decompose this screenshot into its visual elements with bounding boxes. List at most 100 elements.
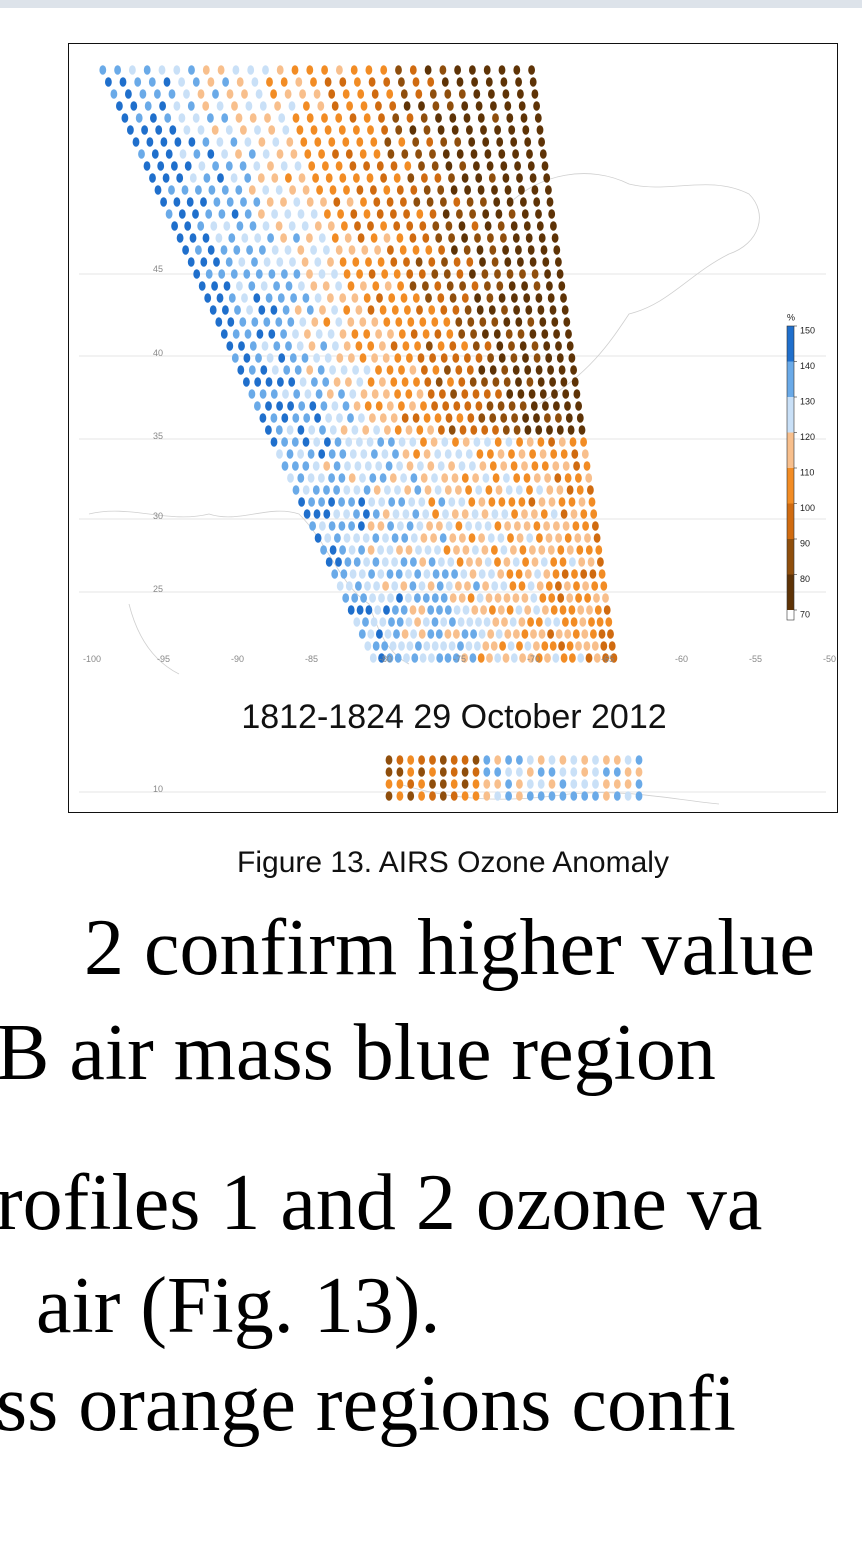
swath-dot xyxy=(585,653,593,663)
swath-dot xyxy=(603,791,610,801)
swath-dot xyxy=(414,617,421,627)
swath-dot xyxy=(502,89,510,99)
swath-dot xyxy=(524,425,532,435)
swath-dot xyxy=(396,461,403,471)
swath-dot xyxy=(337,209,344,219)
swath-dot xyxy=(593,593,600,603)
swath-dot xyxy=(302,185,310,195)
swath-dot xyxy=(285,341,292,351)
swath-dot xyxy=(463,245,471,255)
swath-dot xyxy=(410,185,418,195)
swath-dot xyxy=(431,269,439,279)
swath-dot xyxy=(406,641,414,651)
swath-dot xyxy=(349,389,357,399)
swath-dot xyxy=(486,401,494,411)
swath-dot xyxy=(188,137,196,147)
swath-dot xyxy=(368,569,375,579)
swath-dot xyxy=(439,791,447,801)
swath-dot xyxy=(498,497,506,507)
swath-dot xyxy=(494,521,502,531)
swath-dot xyxy=(320,197,327,207)
swath-dot xyxy=(326,389,334,399)
swath-dot xyxy=(549,377,556,387)
swath-dot xyxy=(346,101,353,111)
swath-dot xyxy=(377,545,384,555)
swath-dot xyxy=(449,533,457,543)
swath-dot xyxy=(427,425,434,435)
swath-dot xyxy=(249,341,257,351)
swath-dot xyxy=(510,353,518,363)
swath-dot xyxy=(529,173,537,183)
swath-dot xyxy=(580,569,588,579)
swath-dot xyxy=(238,341,245,351)
swath-dot xyxy=(419,653,427,663)
swath-dot xyxy=(315,389,323,399)
swath-dot xyxy=(488,569,495,579)
swath-dot xyxy=(451,245,458,255)
swath-dot xyxy=(503,317,511,327)
swath-dot xyxy=(396,779,404,789)
swath-dot xyxy=(230,137,238,147)
swath-dot xyxy=(339,545,346,555)
swath-dot xyxy=(407,767,415,777)
swath-dot xyxy=(198,161,206,171)
swath-dot xyxy=(553,401,560,411)
swath-dot xyxy=(484,281,491,291)
swath-dot xyxy=(529,77,537,87)
swath-dot xyxy=(548,791,556,801)
swath-dot xyxy=(246,305,254,315)
swath-dot xyxy=(244,173,252,183)
swath-dot xyxy=(379,413,387,423)
swath-dot xyxy=(469,653,477,663)
swath-dot xyxy=(543,569,551,579)
swath-dot xyxy=(314,137,322,147)
swath-dot xyxy=(334,437,342,447)
swath-dot xyxy=(591,581,599,591)
swath-dot xyxy=(225,257,233,267)
swath-dot xyxy=(322,161,329,171)
swath-dot xyxy=(211,281,219,291)
swath-dot xyxy=(467,413,475,423)
swath-dot xyxy=(447,377,454,387)
swath-dot xyxy=(489,461,497,471)
swath-dot xyxy=(523,473,531,483)
swath-dot xyxy=(558,497,566,507)
swath-dot xyxy=(339,173,347,183)
swath-dot xyxy=(359,353,367,363)
swath-dot xyxy=(317,101,325,111)
swath-dot xyxy=(423,449,431,459)
swath-dot xyxy=(359,317,367,327)
swath-dot xyxy=(496,137,504,147)
swath-dot xyxy=(396,755,404,765)
swath-dot xyxy=(475,617,482,627)
swath-dot xyxy=(439,389,446,399)
swath-dot xyxy=(469,569,477,579)
swath-dot xyxy=(488,497,496,507)
swath-dot xyxy=(424,377,432,387)
swath-dot xyxy=(339,449,347,459)
swath-dot xyxy=(343,341,351,351)
swath-dot xyxy=(416,425,424,435)
swath-dot xyxy=(357,89,365,99)
swath-dot xyxy=(513,65,521,75)
swath-dot xyxy=(491,545,498,555)
swath-dot xyxy=(516,173,523,183)
swath-dot xyxy=(422,329,430,339)
swath-dot xyxy=(415,89,423,99)
swath-dot xyxy=(391,533,399,543)
swath-dot xyxy=(539,317,547,327)
swath-dot xyxy=(417,461,424,471)
swath-dot xyxy=(288,221,296,231)
swath-dot xyxy=(384,137,392,147)
swath-dot xyxy=(254,125,261,135)
swath-dot xyxy=(395,569,403,579)
swath-dot xyxy=(342,593,350,603)
swath-dot xyxy=(351,593,359,603)
top-bar xyxy=(0,0,862,8)
swath-dot xyxy=(574,533,582,543)
swath-dot xyxy=(372,509,380,519)
swath-dot xyxy=(245,101,253,111)
swath-dot xyxy=(505,779,512,789)
swath-dot xyxy=(373,581,380,591)
swath-dot xyxy=(430,533,437,543)
